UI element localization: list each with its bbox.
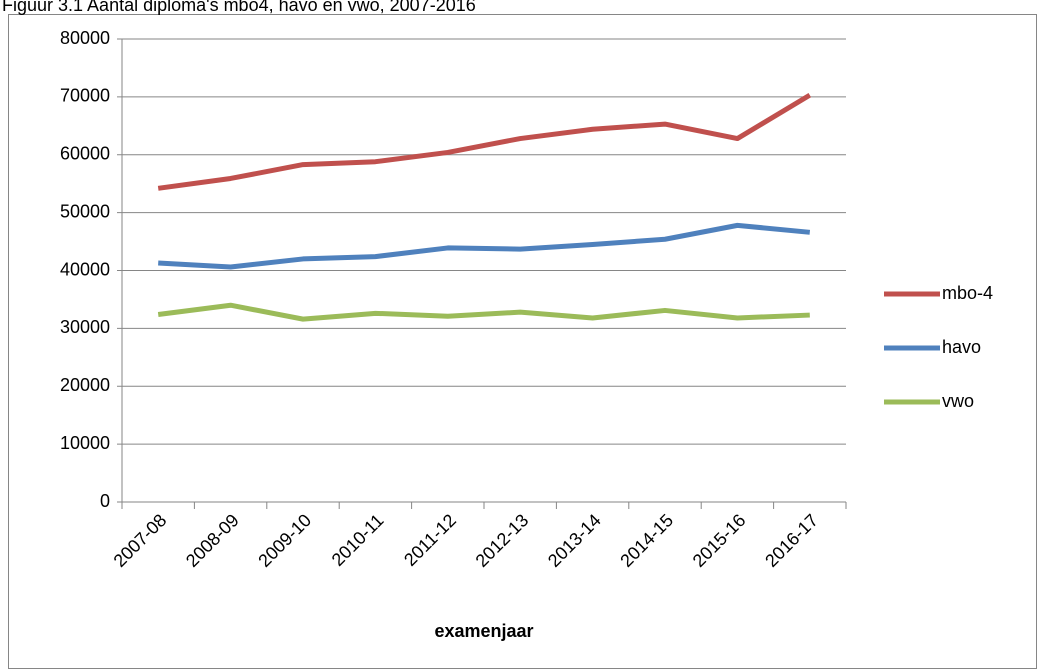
line-series	[157, 92, 812, 191]
legend-label: havo	[942, 337, 981, 357]
line-series	[158, 222, 811, 270]
chart-title: Figuur 3.1 Aantal diploma's mbo4, havo e…	[2, 0, 476, 15]
legend-label: vwo	[942, 391, 974, 411]
y-tick-label: 20000	[60, 375, 110, 395]
x-axis-label: examenjaar	[434, 621, 533, 641]
y-tick-label: 10000	[60, 433, 110, 453]
y-tick-label: 40000	[60, 259, 110, 279]
y-tick-label: 0	[100, 491, 110, 511]
y-tick-label: 80000	[60, 28, 110, 48]
chart-border	[8, 14, 1037, 669]
line-series	[157, 302, 810, 322]
y-tick-label: 30000	[60, 317, 110, 337]
y-tick-label: 70000	[60, 86, 110, 106]
legend-label: mbo-4	[942, 283, 993, 303]
y-tick-label: 50000	[60, 201, 110, 221]
y-tick-label: 60000	[60, 144, 110, 164]
